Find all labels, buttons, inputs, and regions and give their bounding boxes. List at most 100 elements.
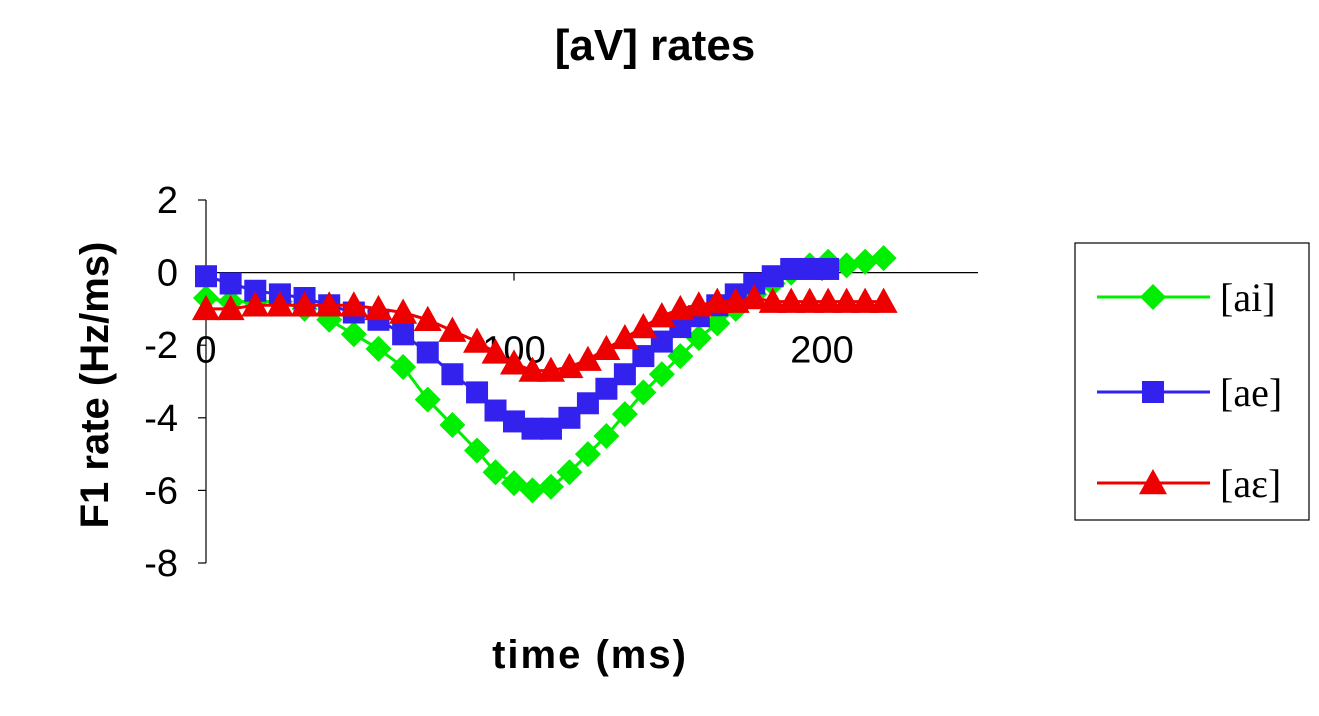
data-point — [537, 473, 564, 500]
data-point — [414, 386, 441, 413]
data-point — [814, 287, 843, 313]
data-point — [685, 324, 712, 351]
data-point — [870, 245, 897, 272]
data-point — [632, 345, 655, 368]
legend-item-0: [ai] — [1097, 275, 1276, 320]
data-point — [852, 248, 879, 275]
data-point — [704, 310, 731, 337]
y-tick-label: -4 — [144, 398, 178, 440]
legend-marker — [1139, 469, 1167, 495]
data-point — [241, 291, 270, 317]
data-point — [869, 287, 898, 313]
data-point — [339, 291, 368, 317]
data-point — [592, 334, 621, 361]
data-point — [219, 272, 242, 295]
data-point — [392, 323, 415, 346]
data-point — [629, 313, 658, 339]
data-point — [576, 392, 599, 415]
data-point — [481, 338, 510, 364]
data-point — [315, 291, 344, 317]
y-tick-label: 2 — [157, 180, 178, 222]
x-tick-label: 0 — [195, 330, 216, 372]
data-point — [648, 361, 675, 388]
legend-box — [1074, 242, 1310, 521]
data-point — [503, 410, 525, 433]
data-point — [669, 316, 692, 339]
y-tick-label: -6 — [144, 470, 178, 512]
data-point — [630, 379, 657, 406]
data-point — [521, 417, 544, 440]
data-point — [244, 279, 267, 302]
data-point — [758, 287, 787, 313]
legend-marker — [1142, 381, 1164, 403]
data-point — [265, 291, 294, 317]
data-point — [482, 459, 509, 486]
data-point — [441, 363, 464, 386]
data-point — [795, 287, 824, 313]
legend-marker — [1140, 284, 1166, 310]
data-point — [555, 352, 584, 379]
data-point — [518, 356, 547, 382]
data-point — [558, 406, 581, 429]
data-point — [364, 294, 393, 321]
data-point — [798, 257, 821, 280]
data-point — [777, 287, 806, 313]
data-point — [413, 305, 442, 331]
data-point — [703, 287, 732, 313]
data-point — [539, 417, 562, 440]
chart-title: [aV] rates — [555, 21, 756, 70]
data-point — [340, 321, 367, 348]
data-point — [593, 422, 620, 449]
x-axis-title: time (ms) — [492, 633, 688, 677]
legend-item-1: [ae] — [1097, 370, 1282, 415]
data-point — [463, 327, 492, 353]
data-point — [613, 363, 636, 386]
data-point — [389, 298, 418, 324]
axes: 20-2-4-6-80100200 — [144, 180, 978, 585]
data-point — [439, 412, 466, 439]
data-point — [416, 341, 439, 364]
y-axis-title: F1 rate (Hz/ms) — [73, 242, 117, 529]
y-tick-label: 0 — [157, 253, 178, 295]
data-point — [833, 252, 860, 279]
data-point — [195, 265, 217, 288]
legend: [ai] [ae] [aε] — [1074, 242, 1310, 521]
data-point — [573, 345, 602, 371]
data-point — [519, 477, 546, 504]
data-point — [851, 287, 880, 313]
data-point — [556, 459, 583, 486]
legend-label: [ai] — [1220, 275, 1276, 320]
data-point — [466, 381, 489, 404]
legend-label: [ae] — [1220, 370, 1282, 415]
legend-label: [aε] — [1220, 461, 1281, 506]
data-point — [365, 335, 392, 362]
data-point — [390, 353, 417, 380]
data-point — [611, 401, 638, 428]
data-point — [484, 399, 507, 422]
data-point — [647, 302, 676, 328]
y-tick-label: -8 — [144, 543, 178, 585]
x-tick-label: 200 — [790, 330, 853, 372]
data-point — [650, 330, 673, 353]
data-point — [595, 377, 618, 400]
data-point — [832, 287, 861, 313]
data-point — [216, 294, 245, 321]
data-point — [761, 265, 784, 288]
data-point — [192, 294, 220, 321]
legend-item-2: [aε] — [1097, 461, 1281, 506]
data-point — [290, 291, 319, 317]
data-point — [667, 343, 694, 370]
data-point — [743, 272, 766, 295]
data-point — [780, 257, 803, 280]
data-point — [574, 441, 601, 468]
data-point — [817, 257, 840, 280]
series-2 — [192, 284, 898, 382]
data-point — [610, 323, 639, 350]
data-point — [464, 437, 491, 464]
series-layer — [192, 245, 898, 504]
y-tick-label: -2 — [144, 325, 178, 367]
data-point — [500, 349, 528, 375]
data-point — [740, 284, 769, 310]
data-point — [438, 316, 467, 342]
